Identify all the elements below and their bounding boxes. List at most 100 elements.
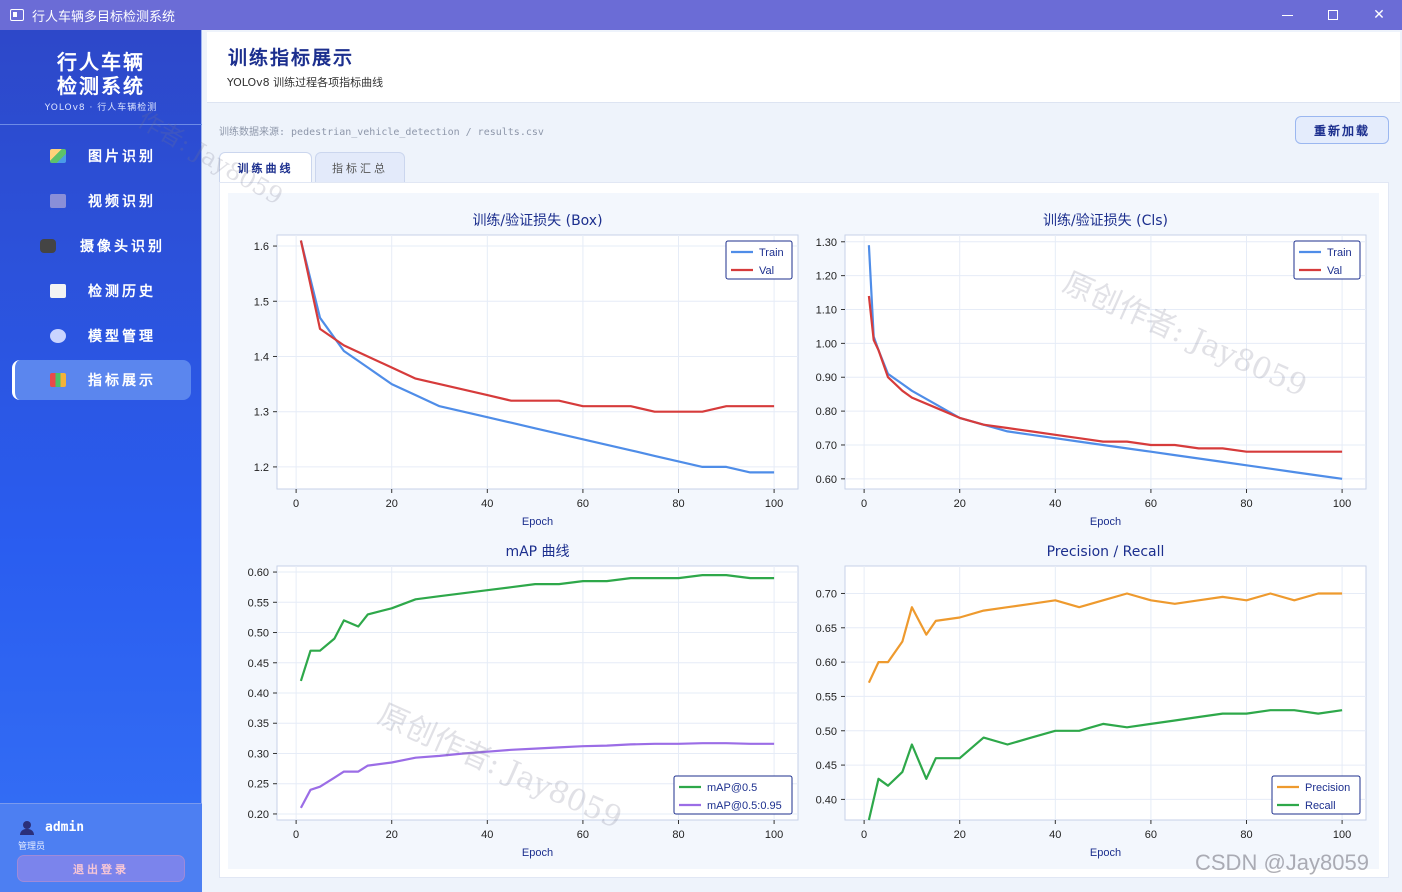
sidebar-item-model-manage[interactable]: 模型管理 bbox=[12, 316, 191, 356]
sidebar-item-history[interactable]: 检测历史 bbox=[12, 271, 191, 311]
x-tick-label: 0 bbox=[861, 498, 867, 510]
series-line bbox=[299, 240, 775, 413]
chart-title: mAP 曲线 bbox=[505, 544, 569, 560]
page-header: 训练指标展示 YOLOv8 训练过程各项指标曲线 bbox=[207, 32, 1400, 103]
y-tick-label: 0.50 bbox=[248, 628, 269, 640]
legend-label: mAP@0.5 bbox=[707, 782, 757, 794]
sidebar-item-label: 检测历史 bbox=[88, 284, 156, 300]
brand: 行人车辆 检测系统 YOLOv8 · 行人车辆检测 bbox=[0, 30, 202, 125]
y-tick-label: 0.45 bbox=[248, 658, 269, 670]
y-tick-label: 0.20 bbox=[248, 809, 269, 821]
sidebar-item-image-detect[interactable]: 图片识别 bbox=[12, 136, 191, 176]
sidebar-item-video-detect[interactable]: 视频识别 bbox=[12, 181, 191, 221]
window-title: 行人车辆多目标检测系统 bbox=[32, 9, 176, 25]
x-tick-label: 20 bbox=[386, 829, 398, 841]
sidebar-item-label: 图片识别 bbox=[88, 149, 156, 165]
legend-label: Val bbox=[759, 265, 774, 277]
y-tick-label: 0.70 bbox=[816, 588, 837, 600]
brand-title: 行人车辆 检测系统 bbox=[0, 50, 202, 98]
y-tick-label: 1.2 bbox=[254, 462, 269, 474]
bar-chart-icon bbox=[50, 373, 66, 387]
x-tick-label: 20 bbox=[386, 498, 398, 510]
x-tick-label: 100 bbox=[765, 498, 783, 510]
maximize-button[interactable] bbox=[1310, 0, 1356, 30]
document-icon bbox=[50, 284, 66, 298]
close-button[interactable]: ✕ bbox=[1356, 0, 1402, 30]
y-tick-label: 0.60 bbox=[816, 474, 837, 486]
y-tick-label: 0.50 bbox=[816, 726, 837, 738]
sidebar-item-camera-detect[interactable]: 摄像头识别 bbox=[12, 226, 191, 266]
y-tick-label: 1.00 bbox=[816, 338, 837, 350]
page-subtitle: YOLOv8 训练过程各项指标曲线 bbox=[227, 76, 384, 89]
tab-training-curves[interactable]: 训练曲线 bbox=[219, 152, 312, 183]
close-icon: ✕ bbox=[1373, 7, 1385, 23]
y-tick-label: 0.40 bbox=[248, 688, 269, 700]
y-tick-label: 1.20 bbox=[816, 271, 837, 283]
metrics-figure: 1.2 1.3 1.4 1.5 1.6 0 20 40 60 80 100 训练/验证损失 (Box)… bbox=[228, 193, 1379, 869]
tab-metrics-summary[interactable]: 指标汇总 bbox=[315, 152, 405, 183]
x-tick-label: 20 bbox=[954, 498, 966, 510]
logout-button[interactable]: 退出登录 bbox=[17, 855, 185, 882]
x-tick-label: 80 bbox=[1240, 829, 1252, 841]
x-tick-label: 40 bbox=[1049, 829, 1061, 841]
x-tick-label: 40 bbox=[1049, 498, 1061, 510]
y-tick-label: 0.55 bbox=[816, 691, 837, 703]
y-tick-label: 1.10 bbox=[816, 305, 837, 317]
y-tick-label: 0.55 bbox=[248, 597, 269, 609]
y-tick-label: 1.5 bbox=[254, 296, 269, 308]
user-row: admin bbox=[20, 820, 84, 835]
legend-label: Precision bbox=[1305, 782, 1350, 794]
x-axis-label: Epoch bbox=[522, 516, 553, 528]
title-bar: 行人车辆多目标检测系统 ✕ bbox=[0, 0, 1402, 30]
maximize-icon bbox=[1328, 10, 1338, 20]
x-tick-label: 60 bbox=[577, 829, 589, 841]
y-tick-label: 0.70 bbox=[816, 440, 837, 452]
x-tick-label: 100 bbox=[765, 829, 783, 841]
x-tick-label: 20 bbox=[954, 829, 966, 841]
x-tick-label: 60 bbox=[577, 498, 589, 510]
series-line bbox=[867, 592, 1343, 684]
legend-label: Train bbox=[759, 247, 784, 259]
sidebar-item-label: 视频识别 bbox=[88, 194, 156, 210]
reload-button[interactable]: 重新加载 bbox=[1295, 116, 1389, 144]
x-tick-label: 80 bbox=[1240, 498, 1252, 510]
page-title: 训练指标展示 bbox=[228, 47, 355, 69]
series-line bbox=[299, 574, 775, 682]
x-axis-label: Epoch bbox=[522, 847, 553, 859]
data-source-label: 训练数据来源: pedestrian_vehicle_detection / r… bbox=[219, 127, 544, 138]
x-tick-label: 0 bbox=[293, 498, 299, 510]
x-tick-label: 100 bbox=[1333, 498, 1351, 510]
x-axis-label: Epoch bbox=[1090, 516, 1121, 528]
y-tick-label: 0.30 bbox=[248, 748, 269, 760]
minimize-button[interactable] bbox=[1264, 0, 1310, 30]
x-tick-label: 0 bbox=[293, 829, 299, 841]
film-icon bbox=[50, 194, 66, 208]
sidebar-item-label: 摄像头识别 bbox=[80, 239, 165, 255]
y-tick-label: 1.6 bbox=[254, 241, 269, 253]
sidebar-item-label: 指标展示 bbox=[88, 373, 156, 389]
y-tick-label: 0.35 bbox=[248, 718, 269, 730]
y-tick-label: 0.60 bbox=[816, 657, 837, 669]
legend-label: Val bbox=[1327, 265, 1342, 277]
legend-box bbox=[673, 775, 793, 815]
y-tick-label: 0.65 bbox=[816, 623, 837, 635]
legend-label: Recall bbox=[1305, 800, 1336, 812]
x-axis-label: Epoch bbox=[1090, 847, 1121, 859]
chart-title: Precision / Recall bbox=[1047, 544, 1165, 560]
plot-area bbox=[276, 234, 799, 490]
series-line bbox=[867, 245, 1343, 480]
series-line bbox=[299, 742, 775, 809]
y-tick-label: 1.30 bbox=[816, 237, 837, 249]
tab-content-panel: 1.2 1.3 1.4 1.5 1.6 0 20 40 60 80 100 训练/验证损失 (Box)… bbox=[219, 182, 1389, 878]
series-line bbox=[299, 240, 775, 474]
y-tick-label: 0.45 bbox=[816, 760, 837, 772]
sidebar-item-metrics[interactable]: 指标展示 bbox=[12, 360, 191, 400]
x-tick-label: 60 bbox=[1145, 829, 1157, 841]
legend-label: mAP@0.5:0.95 bbox=[707, 800, 782, 812]
x-tick-label: 80 bbox=[672, 829, 684, 841]
minimize-icon bbox=[1281, 14, 1293, 16]
y-tick-label: 0.80 bbox=[816, 406, 837, 418]
brand-title-line2: 检测系统 bbox=[57, 74, 145, 98]
y-tick-label: 1.3 bbox=[254, 407, 269, 419]
